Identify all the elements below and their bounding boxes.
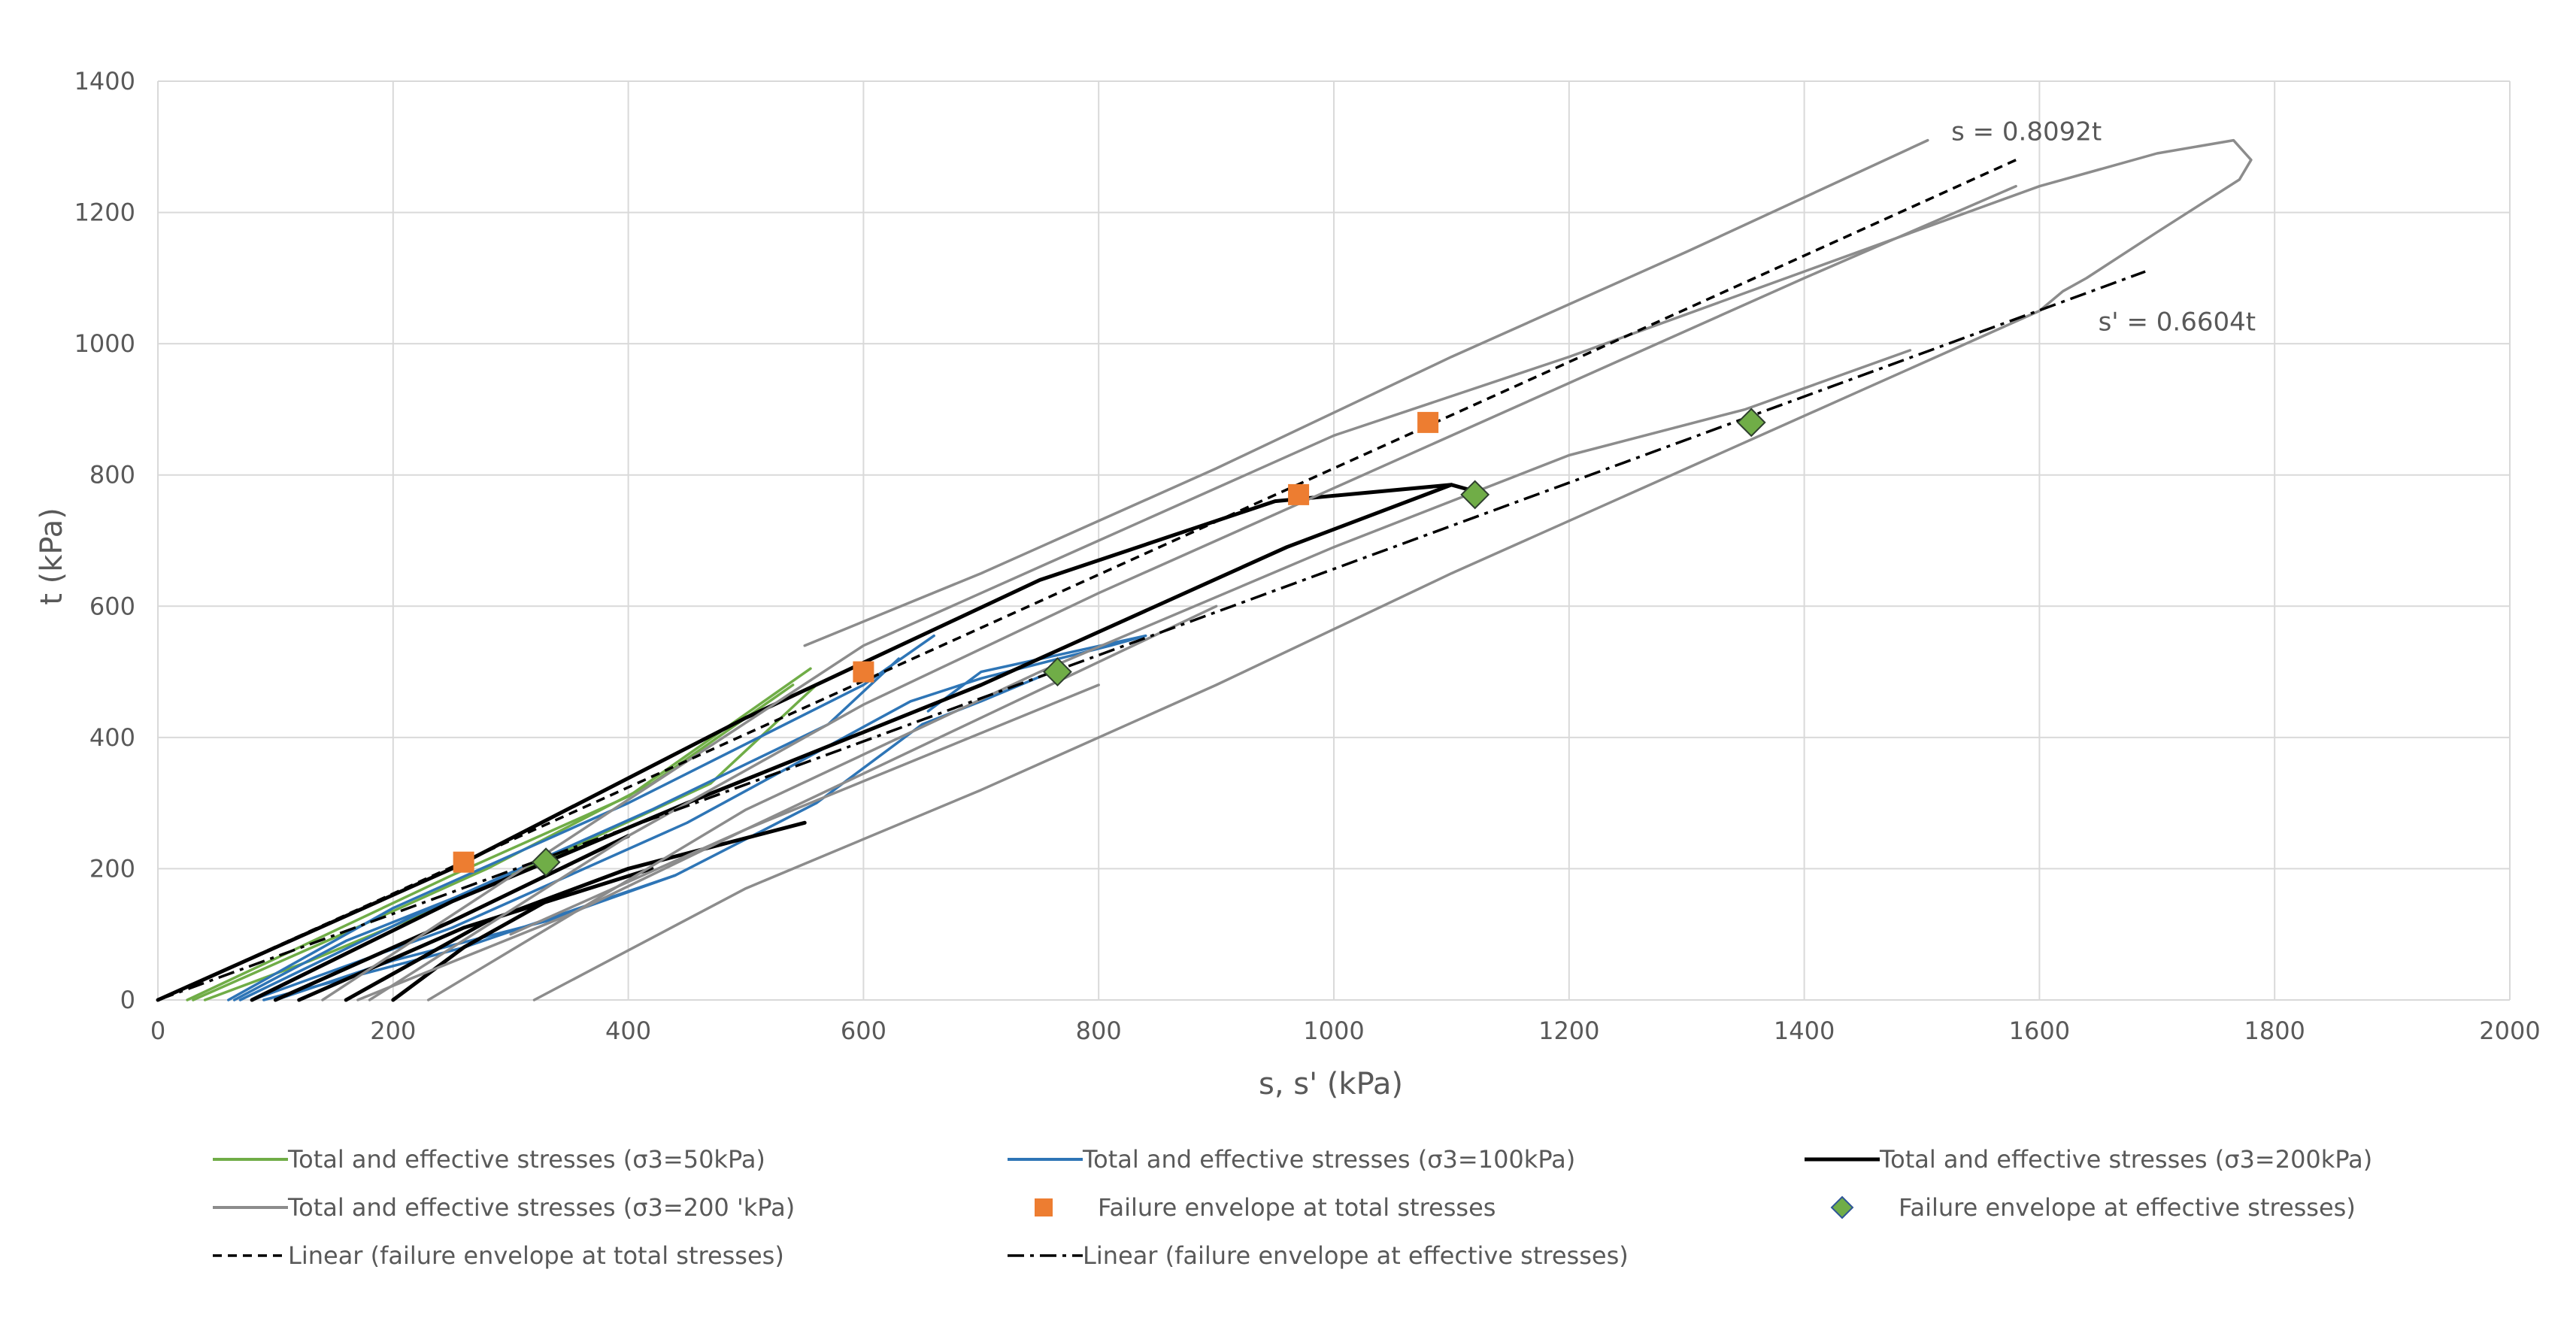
series-line-s200p xyxy=(803,138,1929,647)
legend-label-s200: Total and effective stresses (σ3=200kPa) xyxy=(1879,1145,2372,1174)
y-tick-label: 400 xyxy=(89,723,135,752)
failure-effective-marker xyxy=(1460,480,1490,510)
legend-label-eff-marker: Failure envelope at effective stresses) xyxy=(1899,1193,2356,1222)
linear-total-envelope xyxy=(157,159,2017,1001)
x-tick-label: 1600 xyxy=(2009,1017,2070,1045)
x-tick-label: 1800 xyxy=(2244,1017,2305,1045)
y-axis-ticks: 0 200 400 600 800 1000 1200 1400 xyxy=(74,67,135,1014)
legend-swatch-eff-marker xyxy=(1830,1195,1854,1220)
y-tick-label: 1000 xyxy=(74,329,135,358)
failure-effective-marker xyxy=(531,847,561,877)
x-tick-label: 1400 xyxy=(1774,1017,1835,1045)
y-tick-label: 800 xyxy=(89,461,135,489)
series-line-s200 xyxy=(250,483,1453,1002)
y-tick-label: 600 xyxy=(89,592,135,620)
y-tick-label: 0 xyxy=(120,986,135,1014)
series-line-s200 xyxy=(297,866,654,1002)
series-line-s200 xyxy=(391,899,548,1002)
y-tick-label: 200 xyxy=(89,854,135,883)
legend-label-total-marker: Failure envelope at total stresses xyxy=(1098,1193,1496,1222)
series-line-s100 xyxy=(232,874,512,1001)
y-axis-label: t (kPa) xyxy=(35,507,69,605)
series-line-s50 xyxy=(192,683,795,1001)
x-tick-label: 800 xyxy=(1076,1017,1122,1045)
y-tick-label: 1200 xyxy=(74,198,135,227)
legend-label-s200p: Total and effective stresses (σ3=200 'kP… xyxy=(287,1193,795,1222)
legend-label-linear-eff: Linear (failure envelope at effective st… xyxy=(1083,1241,1629,1270)
legend-label-linear-total: Linear (failure envelope at total stress… xyxy=(288,1241,784,1270)
series-line-s200 xyxy=(273,834,631,1002)
x-axis-label: s, s' (kPa) xyxy=(1259,1067,1403,1101)
annotation-effective-envelope: s' = 0.6604t xyxy=(2099,308,2256,338)
series-line-s200 xyxy=(156,483,1477,1002)
failure-total-marker xyxy=(1417,411,1439,433)
annotation-total-envelope: s = 0.8092t xyxy=(1951,117,2102,147)
series-line-s200 xyxy=(344,820,807,1002)
failure-effective-marker xyxy=(1736,408,1766,438)
failure-total-marker xyxy=(453,851,474,873)
legend-swatch-total-marker xyxy=(1035,1198,1053,1216)
legend-label-s50: Total and effective stresses (σ3=50kPa) xyxy=(287,1145,765,1174)
x-tick-label: 1200 xyxy=(1538,1017,1599,1045)
x-tick-label: 200 xyxy=(370,1017,416,1045)
markers-group xyxy=(453,408,1766,877)
x-tick-label: 400 xyxy=(605,1017,651,1045)
grid xyxy=(157,80,2511,1001)
x-tick-label: 0 xyxy=(150,1017,165,1045)
legend: Total and effective stresses (σ3=50kPa) … xyxy=(213,1145,2372,1270)
series-line-s200p xyxy=(321,138,2253,1001)
series-line-s50 xyxy=(186,667,812,1001)
series-line-s200p xyxy=(426,349,1912,1001)
x-tick-label: 2000 xyxy=(2479,1017,2540,1045)
x-tick-label: 600 xyxy=(841,1017,886,1045)
x-tick-label: 1000 xyxy=(1303,1017,1364,1045)
series-line-s100 xyxy=(238,657,901,1001)
series-line-s100 xyxy=(250,634,1147,1001)
failure-total-marker xyxy=(1288,483,1310,505)
failure-effective-marker xyxy=(1043,657,1072,686)
linear-effective-envelope xyxy=(157,270,2146,1001)
series-line-s100 xyxy=(274,874,677,1001)
y-tick-label: 1400 xyxy=(74,67,135,95)
legend-label-s100: Total and effective stresses (σ3=100kPa) xyxy=(1082,1145,1575,1174)
x-axis-ticks: 0 200 400 600 800 1000 1200 1400 1600 1800 2000 xyxy=(150,1017,2541,1045)
failure-total-marker xyxy=(853,661,874,683)
